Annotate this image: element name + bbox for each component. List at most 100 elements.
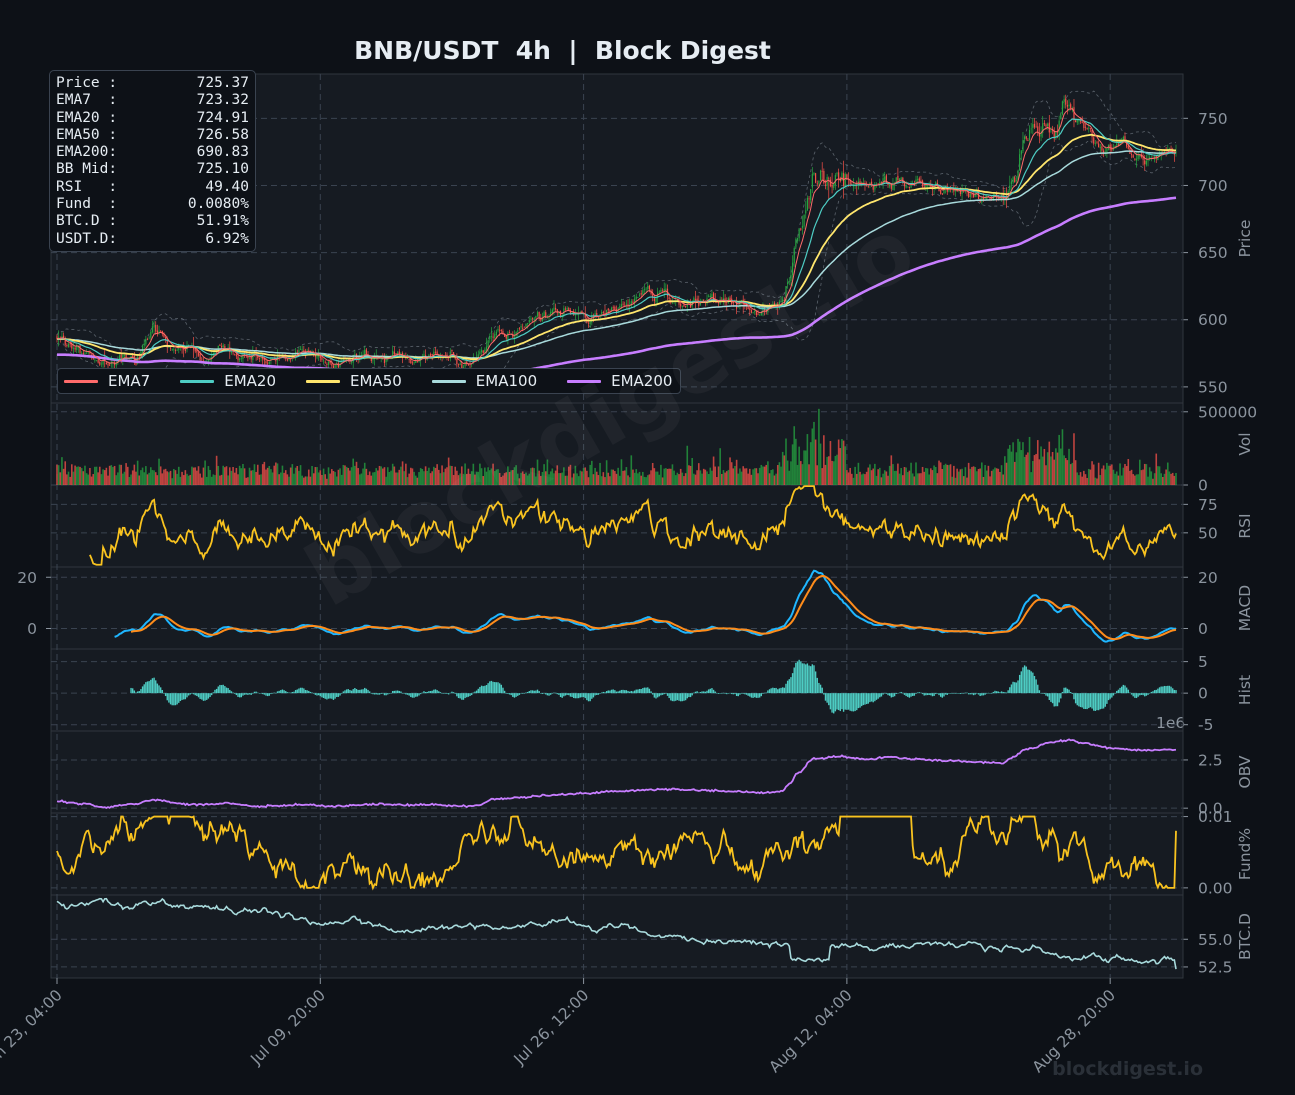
volume-bar — [767, 461, 769, 485]
candle-body — [650, 290, 652, 294]
info-row-bb-mid: BB Mid: 725.10 — [56, 161, 249, 178]
candle-body — [263, 359, 265, 361]
histogram-bar — [851, 693, 853, 712]
histogram-bar — [742, 693, 744, 694]
candle-body — [171, 349, 173, 351]
histogram-bar — [324, 693, 326, 699]
candle-body — [759, 314, 761, 316]
volume-bar — [1033, 455, 1036, 485]
volume-bar — [382, 468, 384, 485]
histogram-bar — [951, 693, 953, 694]
candle-body — [984, 197, 986, 199]
candle-body — [250, 356, 252, 360]
histogram-bar — [907, 693, 909, 697]
volume-bar — [375, 468, 378, 485]
volume-bar — [398, 469, 401, 485]
histogram-bar — [828, 693, 830, 706]
histogram-bar — [559, 693, 562, 697]
candle-body — [545, 312, 547, 318]
volume-bar — [816, 465, 819, 485]
histogram-bar — [400, 691, 402, 694]
histogram-bar — [423, 691, 425, 694]
volume-bar — [763, 466, 766, 485]
candle-body — [71, 343, 73, 349]
candle-body — [364, 349, 366, 355]
candle-body — [222, 345, 224, 348]
histogram-bar — [592, 693, 595, 698]
candle-body — [546, 317, 548, 319]
histogram-bar — [586, 693, 588, 701]
volume-bar — [587, 477, 590, 485]
candle-body — [553, 307, 555, 310]
volume-bar — [725, 471, 728, 485]
volume-bar — [360, 473, 363, 485]
volume-bar — [126, 466, 129, 485]
candle-body — [58, 336, 60, 339]
obv-line — [56, 738, 1177, 809]
volume-bar — [829, 441, 832, 485]
histogram-bar — [954, 693, 957, 694]
volume-bar — [363, 462, 366, 485]
volume-bar — [1086, 477, 1088, 485]
volume-bar — [72, 471, 75, 485]
candle-body — [833, 183, 835, 188]
histogram-bar — [294, 690, 297, 694]
histogram-bar — [579, 693, 581, 698]
volume-bar — [256, 464, 259, 485]
volume-bar — [447, 457, 450, 485]
volume-bar — [1004, 456, 1006, 485]
volume-bar — [245, 477, 248, 485]
volume-bar — [943, 465, 945, 485]
histogram-bar — [819, 684, 822, 694]
candle-body — [504, 333, 506, 337]
histogram-bar — [635, 689, 637, 694]
histogram-bar — [808, 665, 810, 694]
volume-bar — [238, 465, 241, 485]
histogram-bar — [183, 693, 185, 700]
candle-body — [550, 311, 552, 316]
histogram-bar — [141, 686, 144, 694]
histogram-bar — [178, 693, 180, 703]
candle-body — [787, 282, 789, 285]
volume-bar — [335, 476, 338, 485]
volume-bar — [293, 473, 295, 485]
candle-body — [823, 170, 825, 184]
volume-bar — [1092, 464, 1095, 485]
volume-bar — [686, 445, 689, 485]
candle-body — [508, 332, 511, 334]
candle-body — [99, 361, 101, 365]
volume-bar — [535, 476, 537, 485]
candle-body — [612, 307, 614, 309]
candle-body — [1070, 104, 1072, 109]
candle-body — [987, 195, 990, 197]
volume-bar — [275, 462, 277, 485]
histogram-bar — [520, 693, 522, 694]
candle-body — [589, 321, 591, 324]
volume-bar — [174, 470, 177, 485]
candle-body — [194, 349, 196, 352]
volume-bar — [270, 469, 272, 485]
candle-body — [971, 193, 973, 195]
histogram-bar — [1045, 693, 1047, 696]
volume-bar — [107, 475, 109, 485]
histogram-bar — [500, 684, 503, 694]
volume-bar — [1018, 441, 1021, 485]
volume-bar — [622, 470, 624, 485]
candle-body — [117, 360, 119, 364]
histogram-bar — [135, 692, 137, 694]
candle-body — [499, 329, 501, 331]
histogram-bar — [837, 693, 840, 711]
volume-bar — [413, 471, 415, 485]
volume-bar — [92, 474, 95, 485]
histogram-bar — [995, 691, 998, 694]
volume-bar — [888, 465, 891, 485]
histogram-bar — [582, 693, 585, 698]
histogram-bar — [459, 693, 461, 699]
x-tick-label: Jul 26, 12:00 — [510, 986, 593, 1069]
histogram-bar — [373, 693, 376, 695]
histogram-bar — [355, 689, 358, 694]
candle-body — [821, 170, 823, 172]
candle-body — [568, 307, 570, 310]
volume-bar — [717, 466, 720, 485]
histogram-bar — [322, 693, 325, 698]
